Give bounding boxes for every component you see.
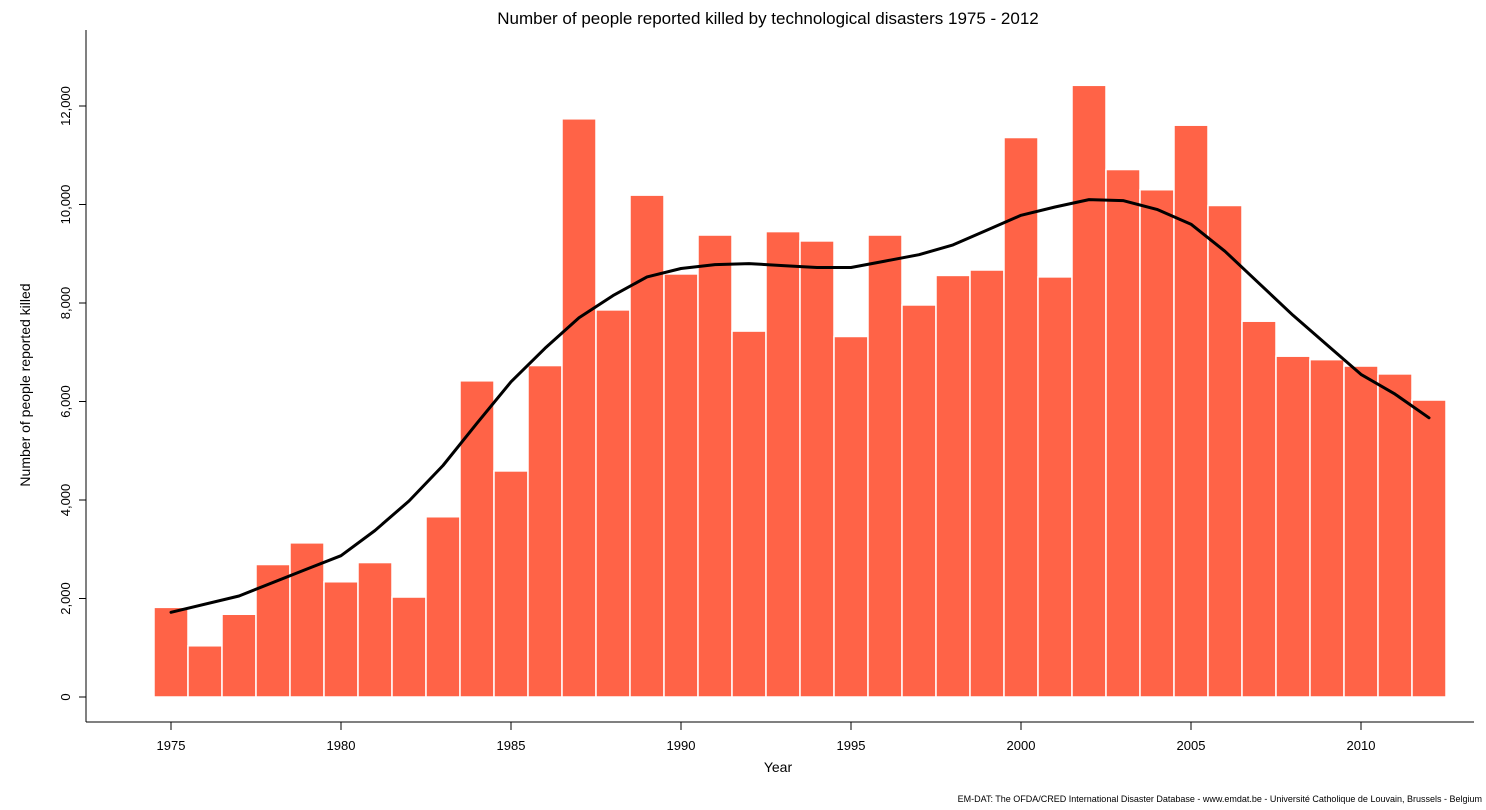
- x-tick-label: 2010: [1347, 738, 1376, 753]
- bar-1985: [493, 470, 529, 698]
- bar-1999: [969, 269, 1005, 698]
- bar-1996: [867, 234, 903, 698]
- bar-1991: [697, 234, 733, 698]
- x-tick-label: 1995: [837, 738, 866, 753]
- bars: [153, 84, 1447, 698]
- x-tick-label: 1975: [157, 738, 186, 753]
- bar-1982: [391, 596, 427, 698]
- bar-2011: [1377, 373, 1413, 698]
- bar-2012: [1411, 399, 1447, 698]
- bar-2004: [1139, 188, 1175, 698]
- bar-1983: [425, 515, 461, 698]
- bar-1976: [187, 645, 223, 698]
- bar-1989: [629, 194, 665, 698]
- bar-1994: [799, 240, 835, 698]
- chart-title: Number of people reported killed by tech…: [497, 9, 1039, 28]
- bar-2008: [1275, 355, 1311, 698]
- y-tick-label: 8,000: [58, 287, 73, 320]
- bar-1986: [527, 364, 563, 698]
- bar-2003: [1105, 168, 1141, 698]
- bar-1979: [289, 542, 325, 698]
- bar-1998: [935, 274, 971, 698]
- trend-line: [169, 198, 1431, 614]
- y-tick-label: 2,000: [58, 582, 73, 615]
- bar-1988: [595, 309, 631, 698]
- bar-1987: [561, 118, 597, 698]
- y-tick-label: 6,000: [58, 385, 73, 418]
- x-tick-label: 1985: [497, 738, 526, 753]
- y-tick-label: 0: [58, 693, 73, 700]
- bar-2007: [1241, 320, 1277, 698]
- y-axis-label: Number of people reported killed: [17, 283, 33, 486]
- bar-1978: [255, 563, 291, 698]
- bar-1992: [731, 330, 767, 698]
- bar-2006: [1207, 204, 1243, 698]
- y-tick-label: 4,000: [58, 484, 73, 517]
- x-tick-label: 2000: [1007, 738, 1036, 753]
- source-note: EM-DAT: The OFDA/CRED International Disa…: [958, 794, 1482, 804]
- bar-2010: [1343, 365, 1379, 698]
- bar-2001: [1037, 276, 1073, 698]
- bar-1995: [833, 335, 869, 698]
- y-ticks: 0 2,000 4,000 6,000 8,000 10,000 12,000: [58, 86, 86, 701]
- bar-1984: [459, 380, 495, 698]
- bar-1975: [153, 606, 189, 698]
- bar-2002: [1071, 84, 1107, 698]
- bar-1997: [901, 304, 937, 698]
- x-tick-label: 2005: [1177, 738, 1206, 753]
- x-tick-label: 1990: [667, 738, 696, 753]
- bar-2005: [1173, 124, 1209, 698]
- bar-1980: [323, 581, 359, 698]
- bar-1990: [663, 273, 699, 698]
- x-tick-label: 1980: [327, 738, 356, 753]
- bar-2009: [1309, 358, 1345, 698]
- x-ticks: 1975 1980 1985 1990 1995 2000 2005 2010: [157, 722, 1376, 753]
- bar-1977: [221, 613, 257, 698]
- bar-1981: [357, 561, 393, 698]
- y-tick-label: 12,000: [58, 86, 73, 126]
- x-axis-label: Year: [764, 759, 793, 775]
- y-tick-label: 10,000: [58, 185, 73, 225]
- bar-1993: [765, 230, 801, 698]
